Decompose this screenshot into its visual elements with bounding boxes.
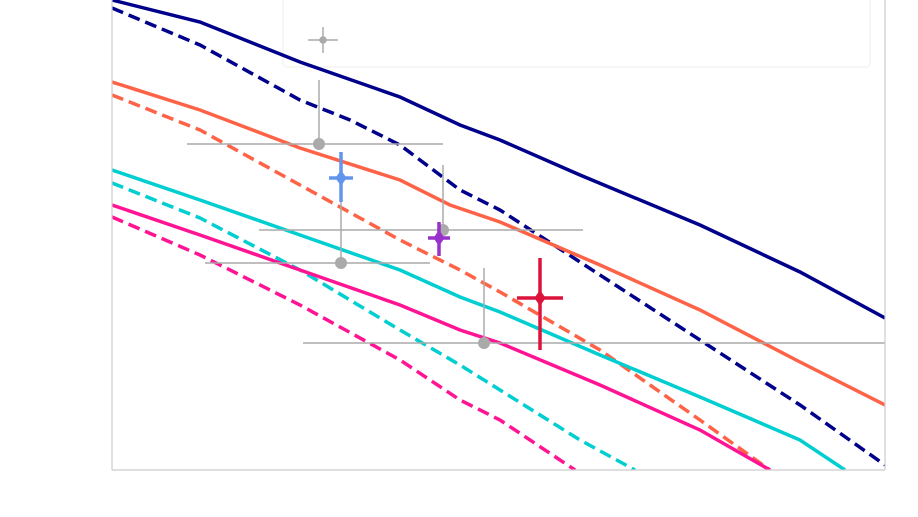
axes-frame xyxy=(111,0,886,471)
series-line xyxy=(112,215,576,470)
point-marker xyxy=(433,230,445,246)
point-marker xyxy=(335,257,347,269)
series-line xyxy=(112,168,846,470)
legend-marker xyxy=(308,27,338,53)
series-line xyxy=(112,0,885,320)
point-marker xyxy=(478,337,490,349)
series-line xyxy=(112,6,885,467)
series-line xyxy=(112,181,636,470)
points xyxy=(187,80,885,350)
point-marker xyxy=(313,138,325,150)
legend-box xyxy=(282,0,871,68)
series-line xyxy=(112,93,772,470)
point-marker xyxy=(335,170,347,186)
plot-area xyxy=(112,0,885,470)
point-marker xyxy=(534,290,546,306)
series-line xyxy=(112,80,885,407)
series-line xyxy=(112,203,771,470)
